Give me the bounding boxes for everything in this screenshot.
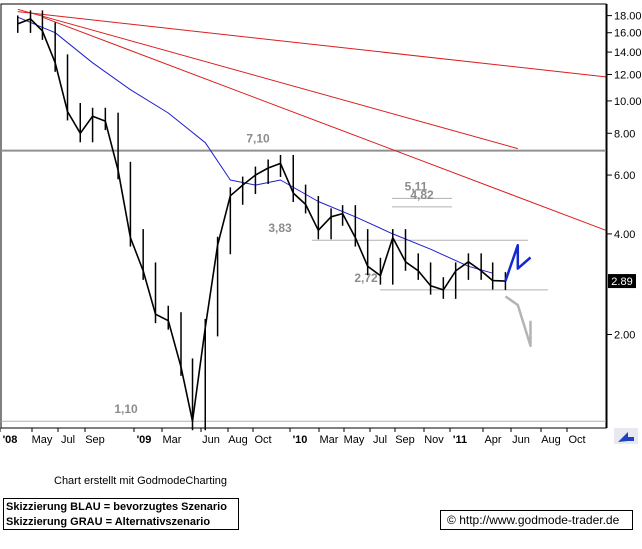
y-axis: 2.00 4.00 6.00 8.00 10.00 12.00 14.00 16.00 18.0… (606, 4, 642, 428)
level-label-0: 7,10 (246, 132, 270, 146)
last-price-box (608, 274, 636, 289)
plot-frame (0, 3, 607, 429)
scenario-sketches (504, 243, 532, 348)
x-tick-label-14: Nov (424, 434, 444, 446)
x-tick-label-1: May (32, 434, 53, 446)
price-line (17, 18, 506, 422)
level-label-4: 2,72 (354, 271, 378, 285)
chart-nav-arrow-icon[interactable] (614, 428, 638, 444)
x-tick-label-0: '08 (3, 434, 18, 446)
scenario-1 (504, 295, 532, 348)
trend-line-2 (42, 16, 606, 231)
x-tick-label-4: '09 (137, 434, 152, 446)
price-series (17, 10, 507, 431)
trend-line-0 (17, 11, 606, 78)
x-tick-label-5: Mar (163, 434, 182, 446)
copyright-symbol: © (447, 513, 456, 527)
x-tick-label-2: Jul (61, 434, 75, 446)
y-tick-label-7: 16.00 (614, 28, 642, 40)
source-url: http://www.godmode-trader.de (459, 513, 620, 527)
x-tick-label-16: Apr (484, 434, 501, 446)
x-tick-label-15: '11 (453, 434, 467, 446)
level-label-2: 4,82 (410, 188, 434, 202)
horizontal-levels: 7,10 5,114,82 3,83 2,72 1,10 (1, 132, 606, 422)
source-link[interactable]: © http://www.godmode-trader.de (440, 510, 633, 530)
x-tick-label-12: Jul (373, 434, 387, 446)
x-tick-label-19: Oct (568, 434, 585, 446)
x-tick-label-8: Oct (254, 434, 271, 446)
y-tick-label-5: 12.00 (614, 69, 642, 81)
x-tick-label-18: Aug (541, 434, 561, 446)
y-tick-label-6: 14.00 (614, 47, 642, 59)
chart-credit: Chart erstellt mit GodmodeCharting (54, 475, 228, 487)
level-label-5: 1,10 (114, 402, 138, 416)
level-label-1: 5,11 (405, 179, 428, 193)
x-tick-label-10: Mar (320, 434, 339, 446)
scenario-0 (504, 243, 532, 282)
level-label-3: 3,83 (268, 221, 292, 235)
x-tick-label-11: May (344, 434, 365, 446)
trend-line-1 (17, 8, 518, 150)
y-tick-label-3: 8.00 (614, 128, 635, 140)
x-tick-label-7: Aug (228, 434, 248, 446)
x-tick-label-6: Jun (202, 434, 220, 446)
last-price-label: 2.89 (611, 276, 632, 288)
y-tick-label-2: 6.00 (614, 170, 635, 182)
x-tick-label-3: Sep (85, 434, 105, 446)
last-price-marker: 2.89 (608, 274, 636, 289)
trend-lines (17, 8, 606, 231)
legend-gray: Skizzierung GRAU = Alternativszenario (6, 516, 211, 528)
x-tick-label-17: Jun (512, 434, 530, 446)
x-tick-label-9: '10 (293, 434, 308, 446)
legend-blue: Skizzierung BLAU = bevorzugtes Szenario (6, 501, 227, 513)
y-tick-label-1: 4.00 (614, 229, 635, 241)
y-tick-label-4: 10.00 (614, 96, 642, 108)
y-tick-label-8: 18.00 (614, 11, 642, 23)
y-tick-label-0: 2.00 (614, 329, 635, 341)
x-axis: '08 May Jul Sep '09 Mar Jun Aug Oct '10 Mar May Jul S… (0, 428, 586, 446)
scenario-legend: Skizzierung BLAU = bevorzugtes Szenario … (3, 498, 239, 530)
x-tick-label-13: Sep (395, 434, 415, 446)
